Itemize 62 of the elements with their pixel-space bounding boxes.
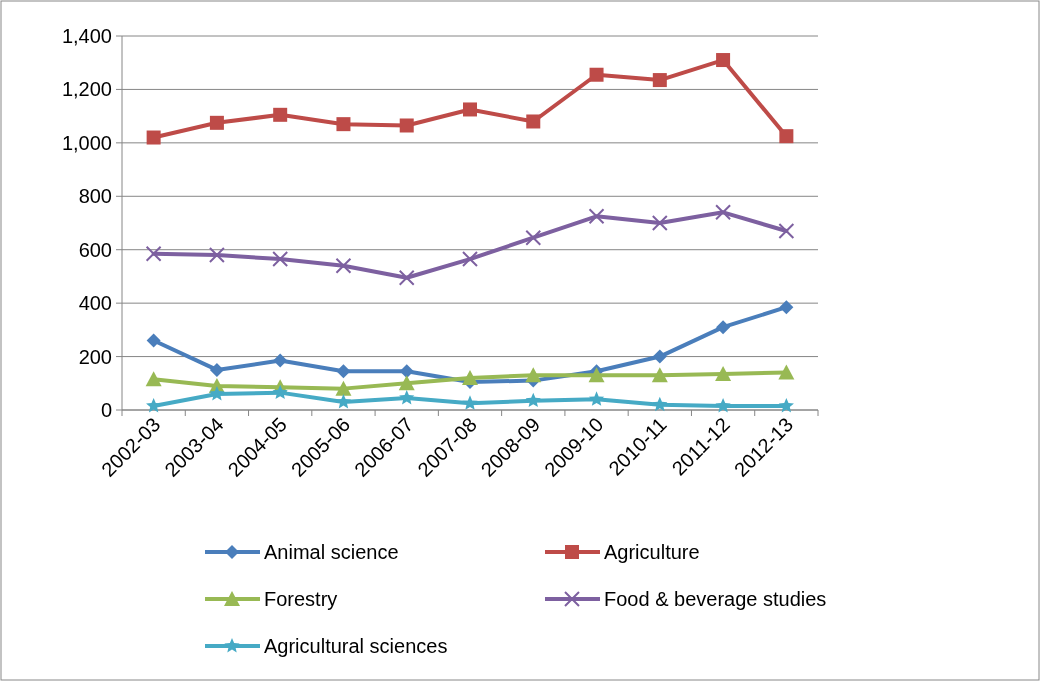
point [588,391,605,406]
point [462,369,478,385]
point [209,385,225,401]
point [715,397,731,413]
legend-label: Agricultural sciences [264,635,448,657]
point [589,67,604,82]
point [399,364,414,379]
point [146,333,161,348]
point [145,245,162,262]
legend-label: Animal science [264,541,399,563]
point [651,215,668,231]
point [715,365,732,381]
y-tick-label: 1,400 [61,25,112,47]
point [778,397,794,413]
point [209,362,224,377]
point [273,353,288,368]
y-tick-label: 1,000 [61,131,112,154]
legend-label: Forestry [264,588,338,610]
point [651,367,668,383]
point [652,73,667,88]
point [273,107,288,122]
point [209,115,224,130]
y-tick-label: 800 [78,185,112,208]
point [778,223,795,240]
point [335,393,352,409]
point [588,208,605,225]
point [398,269,415,286]
point [778,364,795,380]
point [398,375,415,391]
point [146,130,161,145]
point [399,118,414,133]
point [716,53,731,68]
y-tick-label: 200 [78,345,112,368]
point [588,367,605,383]
point [399,389,415,405]
point [779,129,794,144]
point [272,251,289,268]
point [336,364,351,379]
point [525,367,542,383]
point [715,204,732,221]
y-tick-label: 0 [100,399,112,421]
point [652,396,668,412]
point [463,102,477,117]
point [462,395,478,410]
point [779,300,794,315]
y-tick-label: 400 [78,292,112,315]
point [272,384,288,400]
point [335,380,352,396]
point [208,247,225,264]
point [335,257,352,274]
point [336,117,351,132]
y-tick-label: 1,200 [61,78,112,101]
legend-label: Agriculture [604,541,700,563]
point [525,392,541,408]
point [652,349,667,364]
legend-label: Food & beverage studies [604,588,827,610]
point [145,371,162,387]
point [716,320,731,335]
y-tick-label: 600 [78,238,112,261]
point [525,229,542,246]
point [462,251,478,268]
point [526,114,541,129]
